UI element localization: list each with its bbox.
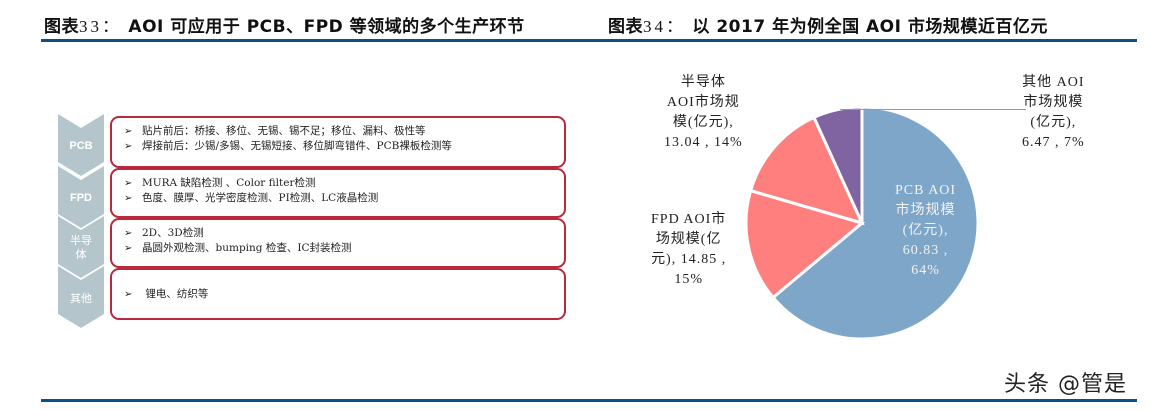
title-text: AOI 可应用于 PCB、FPD 等领域的多个生产环节	[122, 17, 525, 37]
bullet-arrow-icon: ➢	[124, 141, 133, 152]
stage-detail-box: ➢ 2D、3D检测 ➢ 晶圆外观检测、bumping 检查、IC封装检测	[110, 218, 566, 268]
stage-detail-box: ➢ MURA 缺陷检测 、Color filter检测 ➢ 色度、膜厚、光学密度检测、…	[110, 168, 566, 218]
title-number: 34：	[643, 17, 686, 36]
pie-slice-semiconductor	[748, 115, 865, 226]
figure-33-title: 图表33： AOI 可应用于 PCB、FPD 等领域的多个生产环节	[44, 12, 525, 37]
bullet-item: ➢ 锂电、纺织等	[124, 288, 209, 300]
title-text: 以 2017 年为例全国 AOI 市场规模近百亿元	[686, 17, 1048, 37]
title-number: 33：	[79, 17, 122, 36]
bullet-arrow-icon: ➢	[124, 228, 133, 239]
bullet-arrow-icon: ➢	[124, 178, 133, 189]
aoi-market-pie-chart	[744, 105, 980, 341]
bullet-item: ➢ 2D、3D检测	[124, 227, 204, 239]
pie-slice-fpd	[744, 188, 866, 300]
pie-label-other: 其他 AOI 市场规模 (亿元), 6.47 , 7%	[1022, 75, 1085, 150]
header-divider	[41, 39, 1137, 42]
bullet-item: ➢ 焊接前后：少锡/多锡、无锡短接、移位脚弯错件、PCB裸板检测等	[124, 140, 452, 152]
watermark: 头条 @管是	[1004, 372, 1127, 397]
bullet-arrow-icon: ➢	[124, 289, 133, 300]
stage-chevron: 半导体	[58, 216, 104, 278]
pie-slice-pcb	[770, 105, 980, 341]
stage-label: FPD	[70, 192, 92, 204]
pie-label-pcb: PCB AOI 市场规模 (亿元), 60.83 , 64%	[895, 183, 957, 278]
bullet-arrow-icon: ➢	[124, 243, 133, 254]
stage-chevron: PCB	[58, 114, 104, 176]
bullet-item: ➢ 贴片前后：桥接、移位、无锡、锡不足；移位、漏料、极性等	[124, 125, 426, 137]
stage-chevron: 其他	[58, 266, 104, 328]
bullet-arrow-icon: ➢	[124, 193, 133, 204]
stage-detail-box: ➢ 锂电、纺织等	[110, 268, 566, 320]
bullet-item: ➢ 色度、膜厚、光学密度检测、PI检测、LC液晶检测	[124, 192, 379, 204]
figure-34-title: 图表34： 以 2017 年为例全国 AOI 市场规模近百亿元	[608, 12, 1048, 37]
pie-label-semiconductor: 半导体 AOI市场规 模(亿元), 13.04 , 14%	[664, 75, 743, 150]
footer-divider	[41, 399, 1137, 402]
stage-detail-box: ➢ 贴片前后：桥接、移位、无锡、锡不足；移位、漏料、极性等 ➢ 焊接前后：少锡/多锡、…	[110, 116, 566, 168]
pie-label-fpd: FPD AOI市 场规模(亿 元), 14.85 , 15%	[651, 212, 727, 287]
leader-line	[840, 109, 1026, 110]
bullet-item: ➢ MURA 缺陷检测 、Color filter检测	[124, 177, 316, 189]
stage-label: 其他	[70, 292, 92, 305]
title-prefix: 图表	[44, 17, 79, 37]
stage-chevron: FPD	[58, 166, 104, 228]
title-prefix: 图表	[608, 17, 643, 37]
bullet-arrow-icon: ➢	[124, 126, 133, 137]
stage-label: 半导体	[70, 234, 92, 261]
stage-label: PCB	[69, 140, 93, 152]
bullet-item: ➢ 晶圆外观检测、bumping 检查、IC封装检测	[124, 242, 352, 254]
pie-slice-other	[811, 105, 864, 224]
